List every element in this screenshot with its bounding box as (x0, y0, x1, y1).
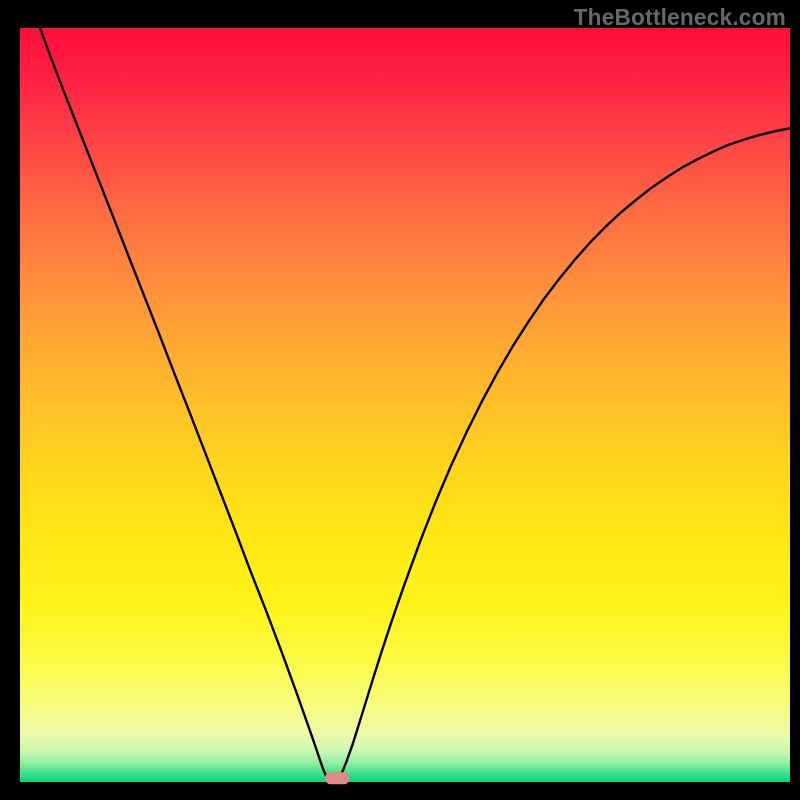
bottleneck-chart: TheBottleneck.com (0, 0, 800, 800)
watermark-text: TheBottleneck.com (574, 4, 786, 31)
plot-area (20, 28, 790, 782)
optimal-marker (325, 772, 349, 784)
chart-svg (0, 0, 800, 800)
